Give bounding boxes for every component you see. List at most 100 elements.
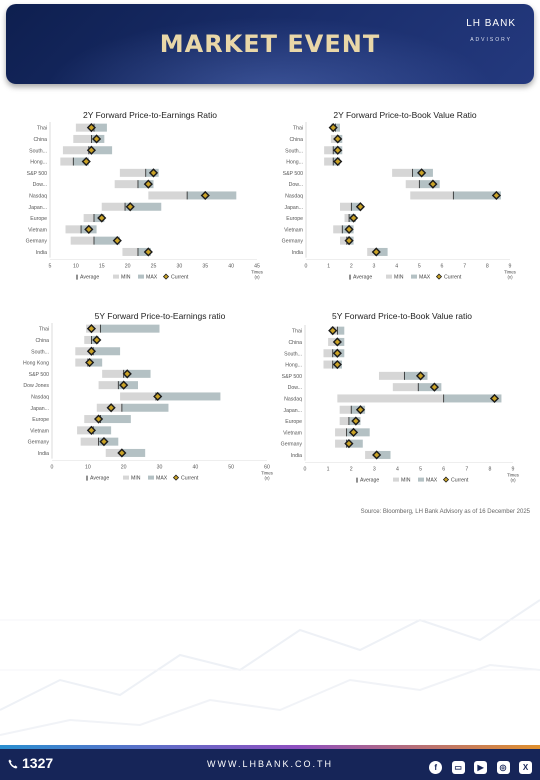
chart-title: 5Y Forward Price-to-Book Value ratio bbox=[332, 311, 472, 321]
legend-min-swatch bbox=[386, 274, 392, 279]
x-tick-label: 5 bbox=[419, 467, 422, 473]
min-bar bbox=[122, 247, 138, 256]
x-icon[interactable]: X bbox=[519, 761, 532, 774]
youtube-icon[interactable]: ▶ bbox=[474, 761, 488, 774]
legend-min-swatch bbox=[113, 274, 119, 279]
x-tick-label: 35 bbox=[202, 264, 208, 270]
x-tick-label: 7 bbox=[463, 264, 466, 270]
x-tick-label: 0 bbox=[51, 465, 54, 471]
category-label: Europe bbox=[286, 216, 303, 222]
legend-max-label: MAX bbox=[156, 476, 168, 482]
current-marker bbox=[344, 439, 354, 449]
legend-current-swatch bbox=[442, 476, 450, 483]
min-bar bbox=[365, 450, 377, 459]
current-marker bbox=[333, 145, 343, 155]
max-bar bbox=[121, 448, 146, 457]
x-tick-label: 3 bbox=[373, 467, 376, 473]
current-marker bbox=[86, 346, 97, 356]
background-decoration bbox=[0, 599, 540, 736]
current-marker bbox=[81, 156, 91, 167]
brand-logo[interactable]: LH BANK ADVISORY bbox=[466, 18, 516, 43]
legend-current-label: Current bbox=[181, 476, 199, 482]
min-bar bbox=[333, 225, 343, 234]
current-marker bbox=[153, 391, 163, 402]
category-label: Europe bbox=[30, 216, 47, 222]
min-bar bbox=[75, 358, 88, 367]
min-bar bbox=[323, 360, 333, 369]
min-bar bbox=[337, 394, 444, 403]
chart-title: 2Y Forward Price-to-Book Value Ratio bbox=[333, 110, 477, 120]
x-tick-label: 10 bbox=[85, 465, 91, 471]
legend-current-label: Current bbox=[171, 275, 189, 281]
current-marker bbox=[332, 348, 342, 358]
x-tick-label: 4 bbox=[396, 467, 399, 473]
category-label: China bbox=[289, 137, 303, 143]
line-icon[interactable]: ▭ bbox=[451, 761, 465, 774]
current-marker bbox=[97, 213, 107, 223]
chart-5y-forward-pbv: 5Y Forward Price-to-Book Value ratio Thai… bbox=[281, 311, 520, 484]
max-bar bbox=[346, 428, 370, 437]
x-tick-label: 7 bbox=[465, 467, 468, 473]
category-label: Thai bbox=[39, 327, 49, 333]
x-axis-unit: Times bbox=[261, 471, 274, 476]
max-bar bbox=[93, 347, 121, 356]
min-bar bbox=[62, 146, 89, 155]
current-marker bbox=[371, 247, 381, 257]
chart-title: 2Y Forward Price-to-Earnings Ratio bbox=[83, 110, 217, 120]
max-bar bbox=[376, 247, 388, 256]
current-marker bbox=[429, 382, 440, 392]
current-marker bbox=[84, 224, 94, 234]
min-bar bbox=[120, 392, 156, 401]
category-label: Vietnam bbox=[283, 430, 302, 436]
category-label: Vietnam bbox=[284, 227, 303, 233]
legend-max-label: MAX bbox=[426, 478, 438, 484]
x-tick-label: 10 bbox=[73, 264, 79, 270]
phone-number[interactable]: 1327 bbox=[8, 755, 53, 771]
category-label: Europe bbox=[32, 417, 49, 423]
category-label: Thai bbox=[37, 126, 47, 132]
x-tick-label: 20 bbox=[125, 264, 131, 270]
website-link[interactable]: WWW.LHBANK.CO.TH bbox=[207, 759, 333, 769]
current-marker bbox=[143, 179, 153, 189]
legend-min-label: MIN bbox=[394, 275, 404, 281]
legend-min-label: MIN bbox=[121, 275, 131, 281]
category-label: Dow... bbox=[288, 385, 302, 391]
facebook-icon[interactable]: f bbox=[429, 761, 443, 774]
current-marker bbox=[91, 134, 102, 144]
x-axis-unit-suffix: (x) bbox=[264, 476, 270, 481]
min-bar bbox=[148, 191, 188, 200]
min-bar bbox=[335, 428, 347, 437]
x-tick-label: 20 bbox=[121, 465, 127, 471]
min-bar bbox=[378, 371, 405, 380]
current-marker bbox=[332, 337, 342, 347]
category-label: Thai bbox=[292, 329, 302, 335]
legend-current-swatch bbox=[172, 474, 180, 481]
x-tick-label: 2 bbox=[350, 467, 353, 473]
current-marker bbox=[122, 369, 132, 379]
category-label: Thai bbox=[293, 126, 303, 132]
category-label: Japan... bbox=[31, 406, 49, 412]
legend-max-swatch bbox=[411, 274, 417, 279]
current-marker bbox=[348, 427, 359, 437]
current-marker bbox=[86, 145, 96, 155]
category-label: India bbox=[291, 453, 302, 459]
current-marker bbox=[328, 123, 338, 133]
category-label: Germany bbox=[26, 239, 48, 245]
x-tick-label: 25 bbox=[151, 264, 157, 270]
category-label: Japan... bbox=[285, 205, 303, 211]
page-title: MARKET EVENT bbox=[159, 30, 381, 58]
max-bar bbox=[337, 326, 345, 335]
legend-min-swatch bbox=[393, 477, 399, 482]
min-bar bbox=[335, 439, 347, 448]
current-marker bbox=[355, 405, 366, 415]
x-tick-label: 15 bbox=[99, 264, 105, 270]
max-bar bbox=[93, 123, 107, 132]
min-bar bbox=[83, 214, 94, 223]
instagram-icon[interactable]: ◎ bbox=[496, 761, 510, 774]
x-tick-label: 0 bbox=[304, 467, 307, 473]
max-bar bbox=[100, 324, 160, 333]
x-tick-label: 50 bbox=[228, 465, 234, 471]
max-bar bbox=[453, 191, 501, 200]
x-tick-label: 1 bbox=[327, 467, 330, 473]
min-bar bbox=[392, 168, 413, 177]
